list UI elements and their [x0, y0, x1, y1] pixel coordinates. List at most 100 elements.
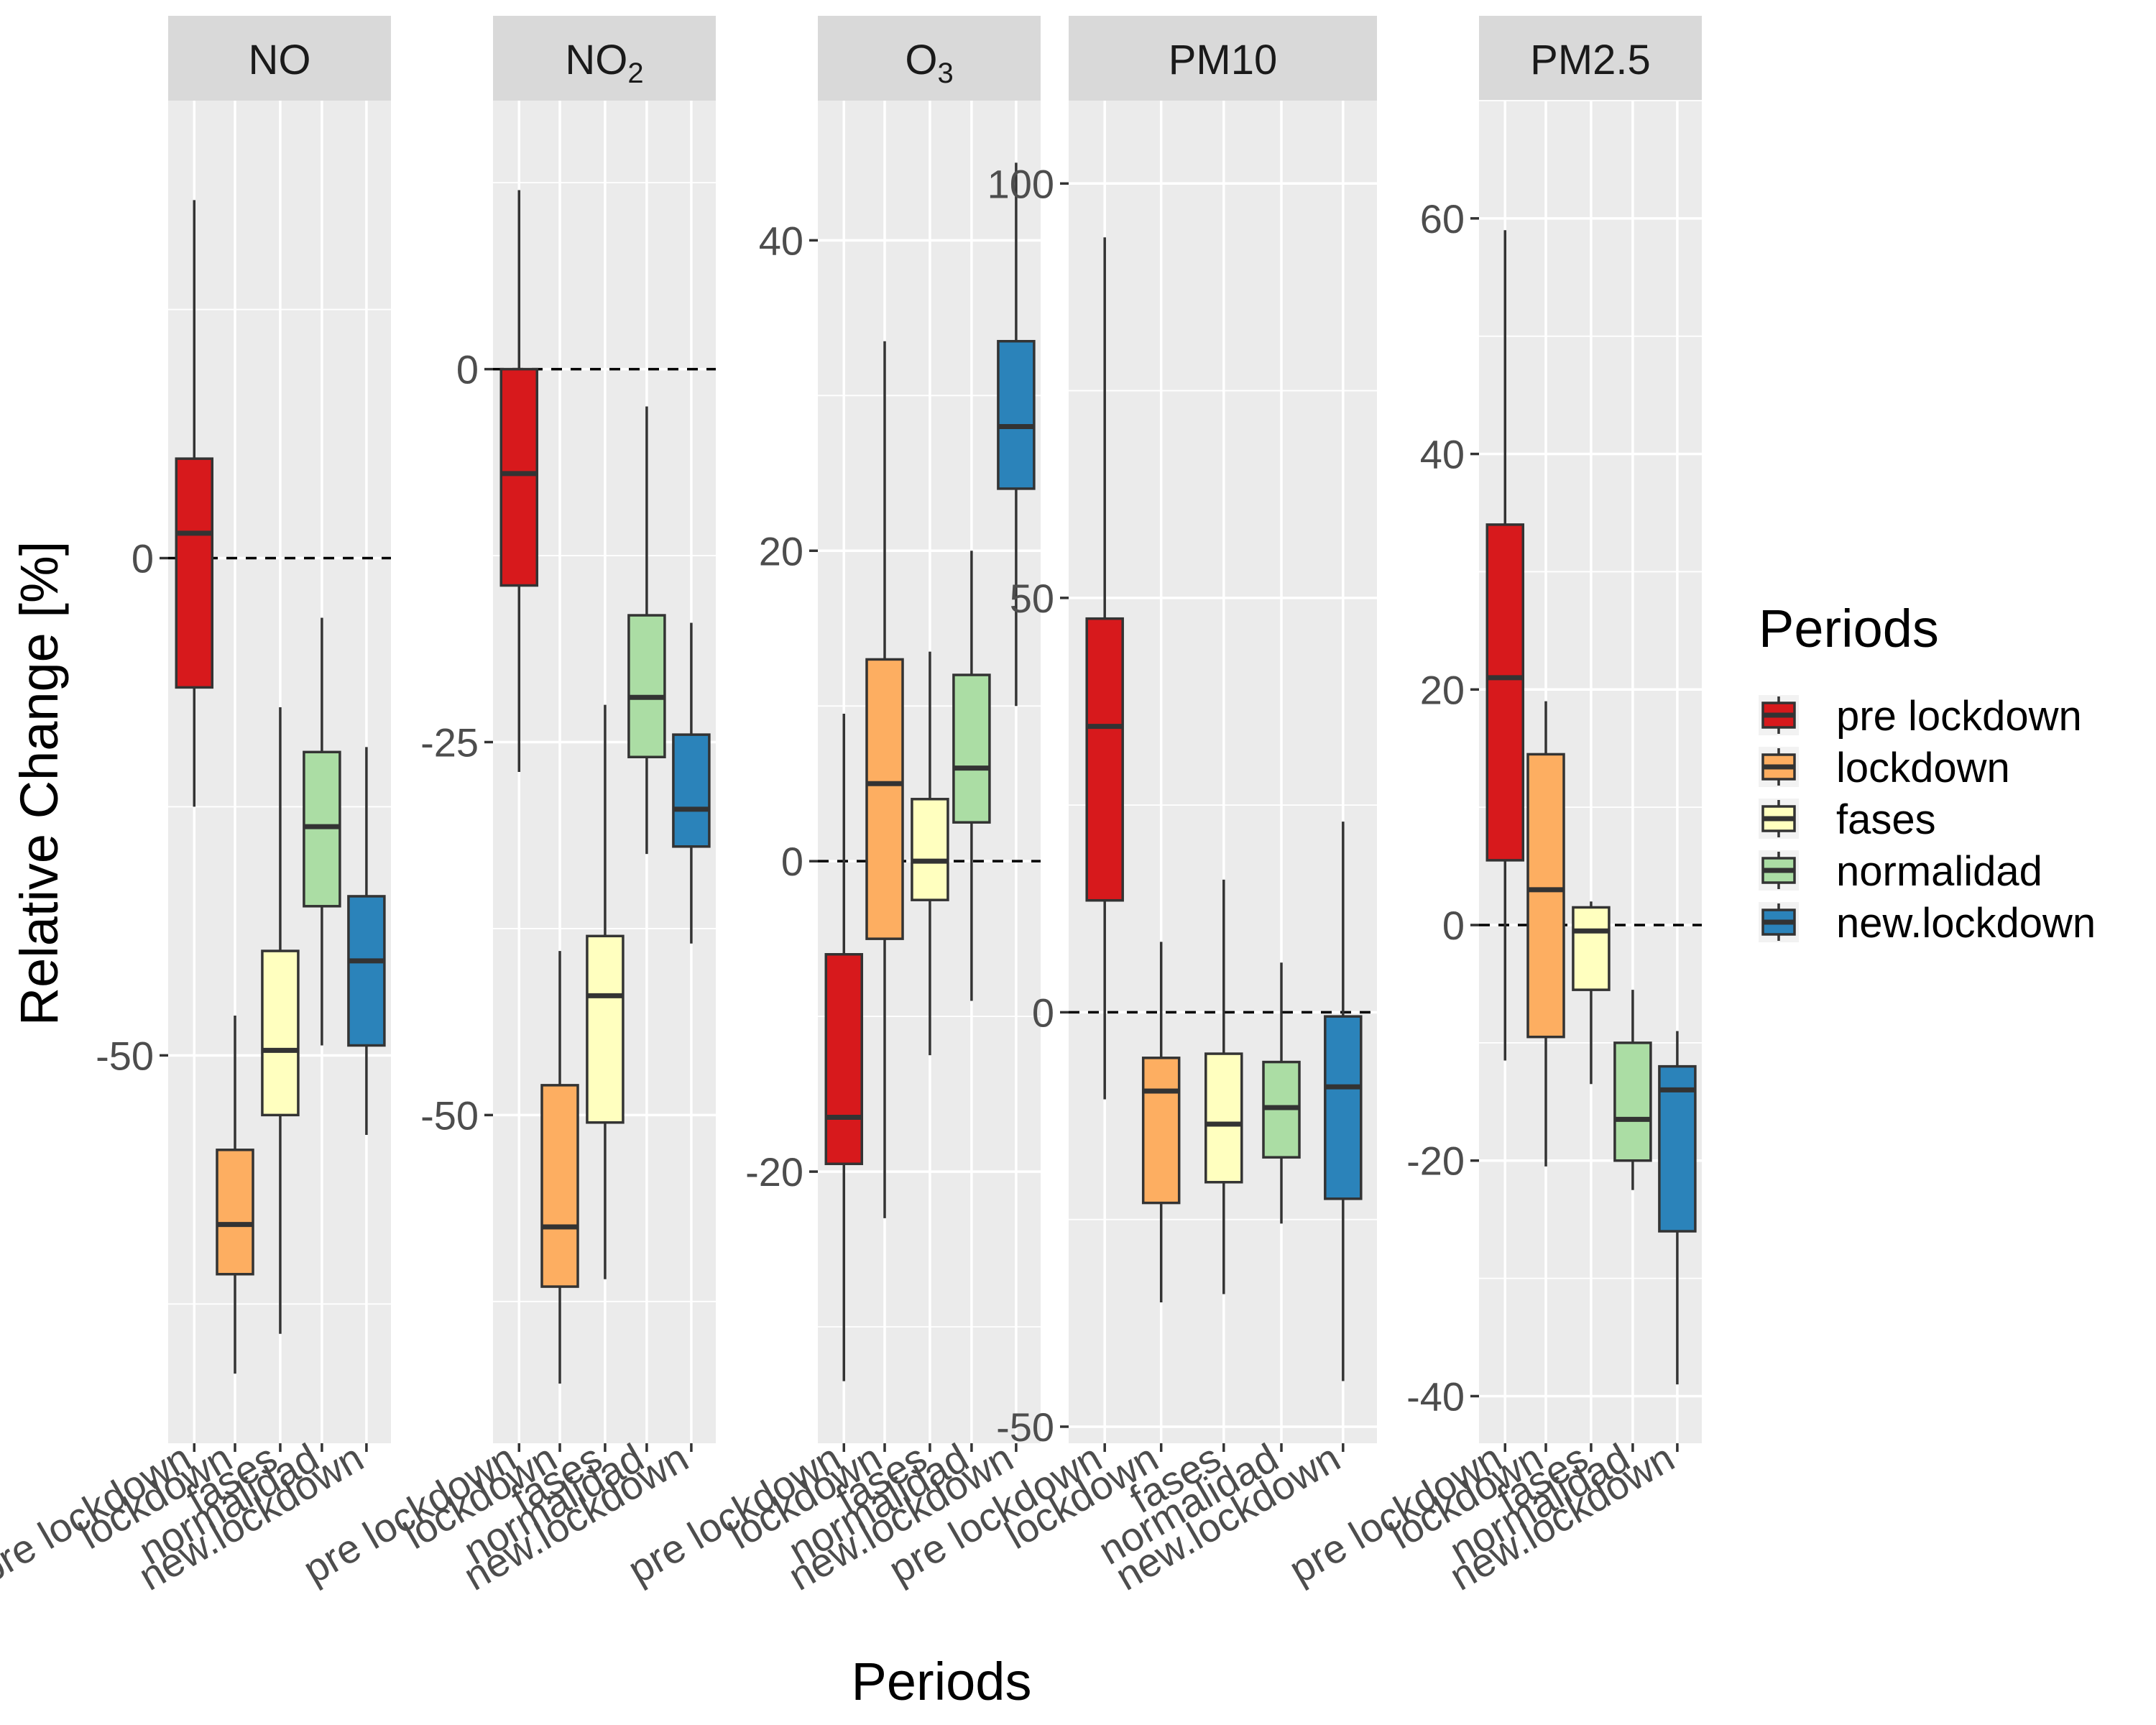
iqr-box [175, 457, 214, 689]
facet-title-subscript: 2 [627, 58, 643, 89]
facet-title-subscript: 3 [937, 58, 953, 89]
box-fases [261, 707, 300, 1334]
legend-entry: fases [1759, 796, 1936, 843]
box-new-lockdown [997, 162, 1036, 707]
facet-title: PM10 [1169, 37, 1278, 83]
legend-entry: new.lockdown [1759, 900, 2096, 947]
box-pre-lockdown [175, 200, 214, 807]
y-tick-label: -25 [420, 719, 479, 765]
iqr-box [1204, 1052, 1243, 1184]
legend-entry: pre lockdown [1759, 693, 2082, 740]
legend-label: new.lockdown [1836, 900, 2096, 947]
y-axis-title: Relative Change [%] [9, 541, 69, 1026]
iqr-box [672, 733, 711, 848]
box-pre-lockdown [499, 190, 539, 772]
iqr-box [347, 895, 386, 1047]
facet-title-main: O [905, 37, 937, 83]
iqr-box [952, 673, 991, 824]
legend-label: pre lockdown [1836, 693, 2082, 740]
y-tick-label: 60 [1420, 196, 1465, 242]
y-tick-label: 20 [759, 528, 803, 574]
box-lockdown [865, 341, 904, 1218]
box-fases [911, 651, 949, 1056]
box-normalidad [303, 617, 341, 1046]
facet-strip [493, 16, 716, 101]
y-tick-label: 40 [759, 218, 803, 263]
facet-strip [1479, 16, 1702, 101]
box-pre-lockdown [824, 714, 864, 1381]
x-axis-title: Periods [852, 1652, 1032, 1711]
box-lockdown [1526, 701, 1565, 1167]
y-tick-label: 0 [781, 839, 803, 884]
box-lockdown [216, 1016, 254, 1374]
legend-label: lockdown [1836, 745, 2010, 791]
y-tick-label: -20 [1406, 1138, 1465, 1184]
box-normalidad [627, 406, 666, 855]
box-pre-lockdown [1485, 230, 1525, 1061]
facet-strip [1069, 16, 1377, 101]
y-tick-label: 100 [987, 161, 1054, 206]
iqr-box [1572, 906, 1611, 991]
iqr-box [1141, 1057, 1181, 1205]
iqr-box [1613, 1041, 1652, 1162]
box-fases [586, 704, 625, 1279]
facet-title-main: PM2.5 [1530, 37, 1651, 83]
box-new-lockdown [1658, 1031, 1697, 1385]
facet-title: O3 [905, 37, 953, 89]
iqr-box [865, 658, 904, 940]
box-normalidad [952, 551, 991, 1001]
y-tick-label: -50 [420, 1092, 479, 1138]
y-tick-label: 0 [132, 536, 154, 581]
y-tick-label: 0 [456, 347, 479, 392]
facet-title: NO2 [565, 37, 643, 89]
facet-strip [818, 16, 1041, 101]
box-new-lockdown [672, 622, 711, 944]
legend-label: fases [1836, 796, 1936, 843]
facet-title-main: PM10 [1169, 37, 1278, 83]
y-tick-label: -20 [745, 1149, 803, 1195]
iqr-box [499, 367, 539, 587]
box-fases [1572, 901, 1611, 1085]
iqr-box [997, 339, 1036, 490]
y-tick-label: -50 [96, 1033, 154, 1078]
iqr-box [1485, 523, 1525, 862]
y-tick-label: 0 [1032, 990, 1054, 1035]
iqr-box [627, 614, 666, 758]
y-tick-label: -50 [996, 1404, 1054, 1450]
y-tick-label: 0 [1442, 903, 1465, 948]
iqr-box [216, 1149, 254, 1276]
iqr-box [824, 952, 864, 1166]
box-new-lockdown [1324, 822, 1363, 1381]
legend-entry: normalidad [1759, 848, 2042, 895]
y-tick-label: 20 [1420, 667, 1465, 712]
box-normalidad [1262, 962, 1301, 1224]
box-lockdown [540, 951, 579, 1384]
legend-label: normalidad [1836, 848, 2042, 895]
y-tick-label: 50 [1010, 576, 1054, 621]
box-lockdown [1141, 942, 1181, 1302]
iqr-box [1658, 1064, 1697, 1233]
legend-entries: pre lockdown lockdown fases normalidad new.l… [1759, 693, 2096, 947]
y-tick-label: -40 [1406, 1374, 1465, 1419]
box-new-lockdown [347, 747, 386, 1136]
facet-title: NO [249, 37, 311, 83]
box-fases [1204, 879, 1243, 1294]
iqr-box [261, 949, 300, 1117]
iqr-box [586, 934, 625, 1124]
legend-entry: lockdown [1759, 745, 2010, 791]
box-normalidad [1613, 990, 1652, 1190]
legend-title: Periods [1759, 599, 1939, 658]
iqr-box [540, 1084, 579, 1288]
iqr-box [1085, 617, 1124, 902]
iqr-box [1526, 753, 1565, 1039]
facet-title-main: NO [249, 37, 311, 83]
facet-strip [168, 16, 391, 101]
facet-title: PM2.5 [1530, 37, 1651, 83]
legend: Periods pre lockdown lockdown fases normali… [1759, 599, 2096, 947]
iqr-box [1324, 1015, 1363, 1200]
y-tick-label: 40 [1420, 432, 1465, 477]
box-pre-lockdown [1085, 237, 1124, 1100]
